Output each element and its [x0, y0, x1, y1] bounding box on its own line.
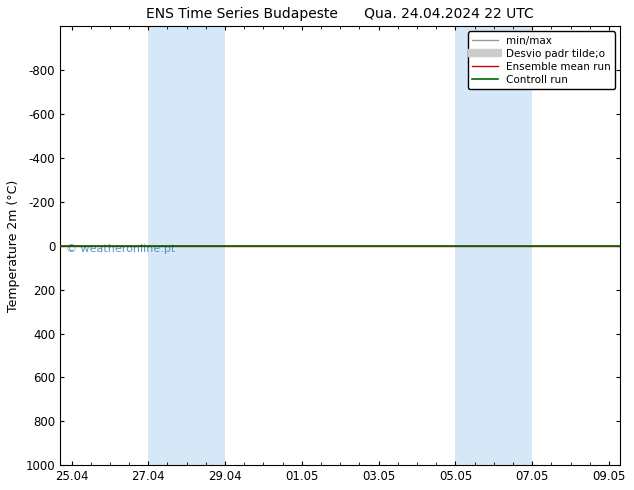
Legend: min/max, Desvio padr tilde;o, Ensemble mean run, Controll run: min/max, Desvio padr tilde;o, Ensemble m… [468, 31, 615, 89]
Title: ENS Time Series Budapeste      Qua. 24.04.2024 22 UTC: ENS Time Series Budapeste Qua. 24.04.202… [146, 7, 534, 21]
Bar [494, 26, 532, 465]
Bar [186, 26, 225, 465]
Bar [455, 26, 494, 465]
Y-axis label: Temperature 2m (°C): Temperature 2m (°C) [7, 180, 20, 312]
Bar [148, 26, 186, 465]
Text: © weatheronline.pt: © weatheronline.pt [65, 245, 175, 254]
